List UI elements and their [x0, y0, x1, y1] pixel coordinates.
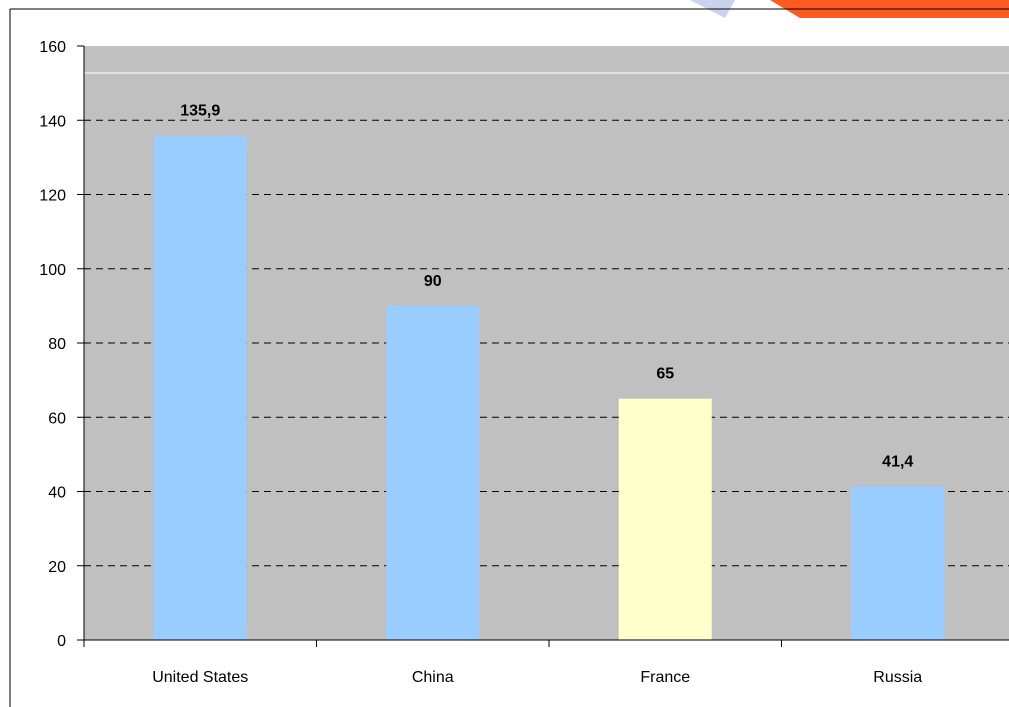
y-tick-labels: 0 20 40 60 80 100 120 140 160: [39, 39, 66, 650]
y-tick-label: 160: [39, 39, 66, 56]
data-label: 41,4: [882, 453, 913, 470]
x-tick-label: France: [640, 669, 690, 686]
data-label: 65: [656, 366, 674, 383]
data-label: 135,9: [180, 102, 220, 119]
y-tick-label: 80: [48, 336, 66, 353]
x-tick-labels: United States China France Russia: [152, 669, 922, 686]
y-tick-label: 120: [39, 188, 66, 205]
x-tick-label: Russia: [873, 669, 922, 686]
y-tick-label: 40: [48, 485, 66, 502]
y-tick-label: 100: [39, 262, 66, 279]
x-tick-label: United States: [152, 669, 248, 686]
y-tick-label: 0: [57, 633, 66, 650]
y-tick-label: 20: [48, 559, 66, 576]
x-tick-label: China: [412, 669, 454, 686]
y-tick-label: 60: [48, 410, 66, 427]
y-tick-label: 140: [39, 113, 66, 130]
bars: [153, 135, 945, 640]
data-labels: 135,9 90 65 41,4: [180, 102, 913, 470]
bar-france: [618, 398, 712, 640]
bar-united-states: [153, 135, 247, 640]
data-label: 90: [424, 273, 442, 290]
axes: [77, 45, 1009, 647]
bar-russia: [851, 486, 945, 640]
bar-china: [386, 305, 480, 640]
